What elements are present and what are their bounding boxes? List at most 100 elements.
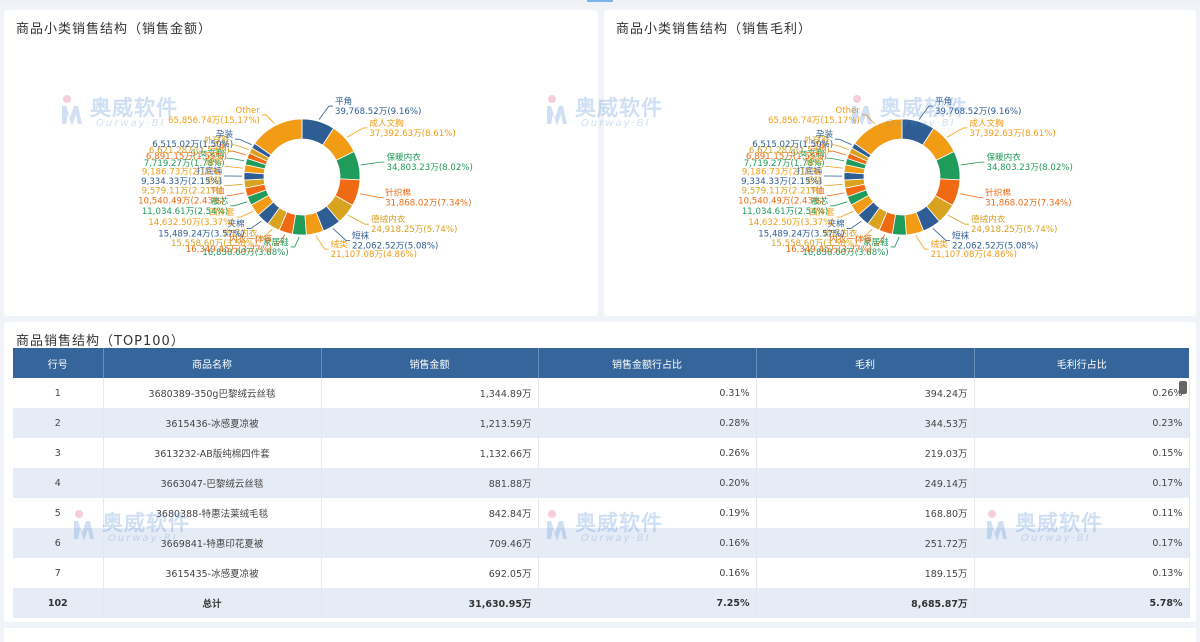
leader-line-6	[915, 235, 929, 250]
table-row[interactable]: 3 3613232-AB版纯棉四件套 1,132.66万 0.26% 219.03万 0.…	[13, 438, 1190, 468]
slice-name-label: 德绒内衣	[371, 213, 406, 225]
table-cell: 3669841-特惠印花夏被	[103, 528, 322, 558]
leader-line-16	[824, 166, 843, 169]
table-cell: 249.14万	[756, 468, 975, 498]
chart-card-gross-profit: 商品小类销售结构（销售毛利） 平角 39,768.52万(9.16%) 成人文胸 37…	[604, 10, 1196, 316]
slice-name-label: 外穿鞋	[204, 134, 230, 146]
slice-name-label: 短裤	[806, 156, 824, 168]
slice-name-label: Other	[235, 106, 260, 116]
leader-line-21	[861, 114, 875, 124]
slice-name-label: 打底裤	[196, 165, 222, 177]
slice-name-label: 毛毯	[205, 175, 223, 187]
slice-value-label: 37,392.63万(8.61%)	[969, 129, 1055, 139]
slice-value-label: 14,632.50万(3.37%)	[748, 218, 834, 228]
column-header[interactable]: 销售金额行占比	[538, 348, 757, 378]
slice-name-label: 绒类	[331, 238, 349, 250]
total-cell: 102	[13, 588, 104, 618]
scrollbar-thumb[interactable]	[1179, 381, 1187, 394]
column-header[interactable]: 商品名称	[103, 348, 322, 378]
donut-slice-21[interactable]	[854, 118, 903, 156]
table-row[interactable]: 2 3615436-冰感夏凉被 1,213.59万 0.28% 344.53万 0.23%	[13, 408, 1190, 438]
slice-value-label: 21,107.08万(4.86%)	[331, 250, 417, 260]
table-row[interactable]: 4 3663047-巴黎绒云丝毯 881.88万 0.20% 249.14万 0.17%	[13, 468, 1190, 498]
table-row[interactable]: 6 3669841-特惠印花夏被 709.46万 0.16% 251.72万 0.17%	[13, 528, 1190, 558]
leader-line-10	[246, 220, 262, 229]
total-cell: 31,630.95万	[321, 588, 539, 618]
slice-value-label: 9,186.73万(2.12%)	[742, 168, 823, 178]
table-cell: 1,213.59万	[321, 408, 539, 438]
leader-line-9	[859, 228, 873, 239]
table-cell: 7	[13, 558, 104, 588]
table-cell: 0.20%	[538, 468, 757, 498]
leader-line-13	[826, 192, 845, 196]
leader-line-21	[261, 114, 275, 124]
table-total-row: 102 总计 31,630.95万 7.25% 8,685.87万 5.78%	[13, 588, 1190, 618]
slice-value-label: 65,856.74万(15.17%)	[768, 116, 860, 126]
column-header[interactable]: 毛利行占比	[974, 348, 1189, 378]
slice-value-label: 15,558.60万(3.58%)	[771, 239, 857, 249]
leader-line-5	[932, 228, 951, 241]
slice-value-label: 14,632.50万(3.37%)	[148, 218, 234, 228]
leader-line-12	[230, 201, 248, 207]
slice-value-label: 24,918.25万(5.74%)	[971, 225, 1057, 235]
slice-value-label: 34,803.23万(8.02%)	[386, 163, 472, 173]
leader-line-20	[235, 138, 252, 145]
slice-value-label: 6,891.15万(1.59%)	[746, 152, 827, 162]
leader-line-19	[231, 144, 249, 150]
leader-line-18	[828, 150, 847, 156]
slice-name-label: 德绒内衣	[971, 213, 1006, 225]
table-card-top100: 商品销售结构（TOP100） 行号 商品名称 销售金额 销售金额行占比 毛利 毛利行占比 …	[4, 322, 1196, 622]
slice-value-label: 31,868.02万(7.34%)	[385, 198, 471, 208]
leader-line-7	[290, 236, 300, 248]
column-header[interactable]: 毛利	[756, 348, 975, 378]
slice-value-label: 15,489.24万(3.57%)	[158, 230, 244, 240]
leader-line-9	[259, 228, 273, 239]
slice-name-label: 短裤	[206, 156, 224, 168]
slice-value-label: 7,719.27万(1.78%)	[744, 159, 825, 169]
slice-value-label: 39,768.52万(9.16%)	[935, 107, 1021, 117]
table-cell: 3615436-冰感夏凉被	[103, 408, 322, 438]
leader-line-11	[236, 210, 253, 218]
table-cell: 0.11%	[974, 498, 1190, 528]
slice-name-label: T恤	[810, 185, 825, 197]
table-row[interactable]: 1 3680389-350g巴黎绒云丝毯 1,344.89万 0.31% 394.24万…	[13, 378, 1190, 408]
table-cell: 3663047-巴黎绒云丝毯	[103, 468, 322, 498]
leader-line-3	[359, 193, 384, 198]
leader-line-18	[228, 150, 247, 156]
leader-line-0	[318, 105, 334, 120]
slice-name-label: 夹棉	[827, 218, 844, 230]
leader-line-8	[274, 234, 286, 245]
leader-line-14	[224, 183, 243, 186]
slice-name-label: 短袜	[352, 229, 370, 241]
column-header[interactable]: 行号	[13, 348, 104, 378]
slice-name-label: 保暖内衣	[386, 151, 421, 163]
table-row[interactable]: 7 3615435-冰感夏凉被 692.05万 0.16% 189.15万 0.13%	[13, 558, 1190, 588]
table-cell: 0.16%	[538, 558, 757, 588]
slice-value-label: 6,515.02万(1.50%)	[152, 140, 233, 150]
slice-name-label: 内衣一体裤	[229, 233, 272, 245]
leader-line-8	[874, 234, 886, 245]
leader-line-13	[226, 192, 245, 196]
slice-value-label: 6,891.15万(1.59%)	[146, 152, 227, 162]
slice-name-label: 孕装	[216, 128, 234, 140]
slice-name-label: 少女文胸	[790, 147, 825, 159]
leader-line-12	[830, 201, 848, 207]
table-row[interactable]: 5 3680388-特惠法莱绒毛毯 842.84万 0.19% 168.80万 0.11%	[13, 498, 1190, 528]
slice-value-label: 9,579.11万(2.21%)	[742, 187, 823, 197]
table-cell: 3680389-350g巴黎绒云丝毯	[103, 378, 322, 408]
slice-value-label: 10,540.49万(2.43%)	[738, 197, 824, 207]
column-header[interactable]: 销售金额	[321, 348, 539, 378]
table-cell: 189.15万	[756, 558, 975, 588]
slice-name-label: 少女文胸	[190, 147, 225, 159]
donut-chart-sales-amount: 平角39,768.52万(9.16%)成人文胸37,392.63万(8.61%)…	[138, 95, 473, 260]
slice-value-label: 11,034.61万(2.54%)	[742, 207, 828, 217]
slice-name-label: 平角	[335, 95, 352, 107]
table-cell: 3680388-特惠法莱绒毛毯	[103, 498, 322, 528]
slice-name-label: 成人文胸	[969, 117, 1004, 129]
slice-value-label: 9,186.73万(2.12%)	[142, 168, 223, 178]
slice-value-label: 7,719.27万(1.78%)	[144, 159, 225, 169]
leader-line-4	[348, 214, 370, 225]
leader-line-14	[824, 183, 843, 186]
donut-slice-21[interactable]	[254, 118, 303, 156]
slice-name-label: 家居鞋	[263, 236, 289, 248]
